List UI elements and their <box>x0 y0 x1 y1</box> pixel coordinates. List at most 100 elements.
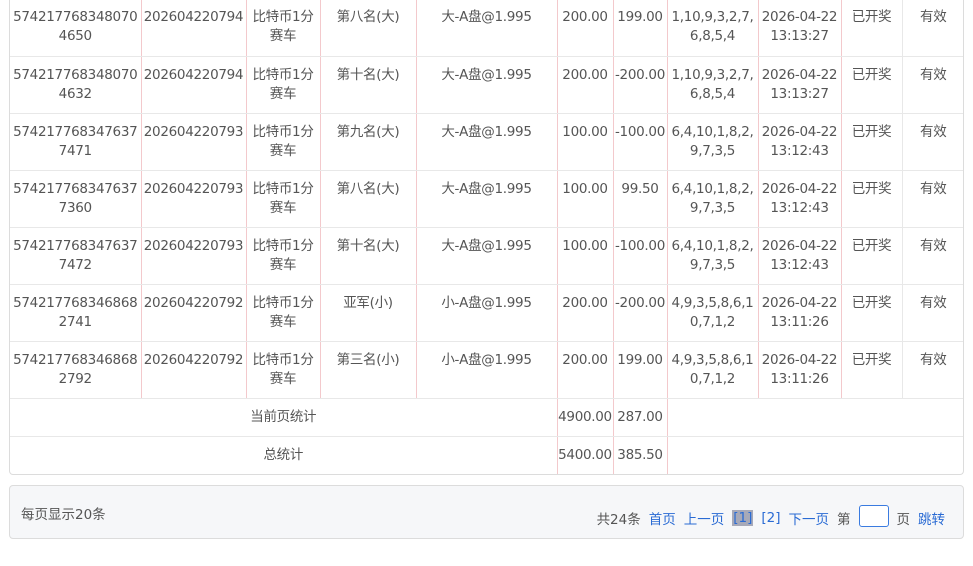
period-cell: 202604220792 <box>141 284 247 342</box>
bet-amount-cell: 100.00 <box>557 113 614 171</box>
prev-page-link[interactable]: 上一页 <box>683 512 725 528</box>
bet-content-cell: 大-A盘@1.995 <box>416 170 558 228</box>
page-number-input[interactable] <box>858 505 889 527</box>
game-cell: 比特币1分赛车 <box>246 284 321 342</box>
period-cell: 202604220792 <box>141 341 247 399</box>
position-cell: 亚军(小) <box>320 284 417 342</box>
bet-amount-cell: 200.00 <box>557 284 614 342</box>
bet-amount-cell: 200.00 <box>557 0 614 57</box>
period-cell: 202604220794 <box>141 0 247 57</box>
bet-time-cell: 2026-04-22 13:12:43 <box>758 170 842 228</box>
summary-amount: 4900.00 <box>557 398 614 437</box>
summary-empty <box>667 398 963 437</box>
next-page-link[interactable]: 下一页 <box>788 512 830 528</box>
total-count: 共24条 <box>596 512 641 528</box>
draw-status-cell: 已开奖 <box>841 341 903 399</box>
table-row: 5742177683480704632 202604220794 比特币1分赛车 第十… <box>10 56 963 114</box>
bet-content-cell: 大-A盘@1.995 <box>416 227 558 285</box>
bet-records-table: 5742177683480704650 202604220794 比特币1分赛车 第八… <box>9 0 964 475</box>
validity-cell: 有效 <box>902 170 963 228</box>
game-cell: 比特币1分赛车 <box>246 56 321 114</box>
game-cell: 比特币1分赛车 <box>246 227 321 285</box>
jump-button[interactable]: 跳转 <box>918 512 945 528</box>
pagination-bar: 每页显示20条 共24条 首页 上一页 [1] [2] 下一页 第 页 跳转 <box>9 485 964 539</box>
page-2-link[interactable]: [2] <box>761 510 781 526</box>
win-loss-cell: -100.00 <box>613 113 668 171</box>
order-id-cell: 5742177683480704650 <box>10 0 142 57</box>
table-row: 5742177683468682741 202604220792 比特币1分赛车 亚军… <box>10 284 963 342</box>
summary-result: 385.50 <box>613 436 668 474</box>
draw-status-cell: 已开奖 <box>841 170 903 228</box>
win-loss-cell: -100.00 <box>613 227 668 285</box>
bet-amount-cell: 100.00 <box>557 227 614 285</box>
validity-cell: 有效 <box>902 341 963 399</box>
win-loss-cell: -200.00 <box>613 284 668 342</box>
draw-result-cell: 4,9,3,5,8,6,10,7,1,2 <box>667 341 759 399</box>
order-id-cell: 5742177683476377360 <box>10 170 142 228</box>
win-loss-cell: 199.00 <box>613 0 668 57</box>
bet-time-cell: 2026-04-22 13:13:27 <box>758 0 842 57</box>
bet-content-cell: 大-A盘@1.995 <box>416 113 558 171</box>
summary-result: 287.00 <box>613 398 668 437</box>
draw-status-cell: 已开奖 <box>841 113 903 171</box>
summary-empty <box>667 436 963 474</box>
first-page-link[interactable]: 首页 <box>648 512 676 528</box>
draw-result-cell: 6,4,10,1,8,2,9,7,3,5 <box>667 227 759 285</box>
bet-time-cell: 2026-04-22 13:12:43 <box>758 227 842 285</box>
period-cell: 202604220794 <box>141 56 247 114</box>
bet-content-cell: 大-A盘@1.995 <box>416 0 558 57</box>
position-cell: 第十名(大) <box>320 56 417 114</box>
period-cell: 202604220793 <box>141 113 247 171</box>
game-cell: 比特币1分赛车 <box>246 0 321 57</box>
table-row: 5742177683476377472 202604220793 比特币1分赛车 第十… <box>10 227 963 285</box>
win-loss-cell: -200.00 <box>613 56 668 114</box>
order-id-cell: 5742177683468682741 <box>10 284 142 342</box>
table-row: 5742177683476377360 202604220793 比特币1分赛车 第八… <box>10 170 963 228</box>
bet-time-cell: 2026-04-22 13:11:26 <box>758 284 842 342</box>
bet-amount-cell: 200.00 <box>557 56 614 114</box>
summary-row: 当前页统计 4900.00 287.00 <box>10 398 963 437</box>
table-row: 5742177683476377471 202604220793 比特币1分赛车 第九… <box>10 113 963 171</box>
period-cell: 202604220793 <box>141 227 247 285</box>
summary-row: 总统计 5400.00 385.50 <box>10 436 963 474</box>
bet-content-cell: 小-A盘@1.995 <box>416 284 558 342</box>
validity-cell: 有效 <box>902 284 963 342</box>
draw-result-cell: 6,4,10,1,8,2,9,7,3,5 <box>667 113 759 171</box>
goto-prefix: 第 <box>837 512 851 528</box>
position-cell: 第八名(大) <box>320 170 417 228</box>
game-cell: 比特币1分赛车 <box>246 341 321 399</box>
position-cell: 第十名(大) <box>320 227 417 285</box>
bet-content-cell: 大-A盘@1.995 <box>416 56 558 114</box>
bet-amount-cell: 100.00 <box>557 170 614 228</box>
win-loss-cell: 199.00 <box>613 341 668 399</box>
position-cell: 第八名(大) <box>320 0 417 57</box>
validity-cell: 有效 <box>902 56 963 114</box>
table-row: 5742177683480704650 202604220794 比特币1分赛车 第八… <box>10 0 963 57</box>
summary-label: 当前页统计 <box>10 398 558 437</box>
summary-amount: 5400.00 <box>557 436 614 474</box>
page-1-link[interactable]: [1] <box>732 510 754 526</box>
draw-result-cell: 4,9,3,5,8,6,10,7,1,2 <box>667 284 759 342</box>
validity-cell: 有效 <box>902 113 963 171</box>
table-row: 5742177683468682792 202604220792 比特币1分赛车 第三… <box>10 341 963 399</box>
order-id-cell: 5742177683476377471 <box>10 113 142 171</box>
game-cell: 比特币1分赛车 <box>246 113 321 171</box>
win-loss-cell: 99.50 <box>613 170 668 228</box>
order-id-cell: 5742177683468682792 <box>10 341 142 399</box>
bet-amount-cell: 200.00 <box>557 341 614 399</box>
order-id-cell: 5742177683476377472 <box>10 227 142 285</box>
bet-time-cell: 2026-04-22 13:13:27 <box>758 56 842 114</box>
position-cell: 第三名(小) <box>320 341 417 399</box>
validity-cell: 有效 <box>902 0 963 57</box>
game-cell: 比特币1分赛车 <box>246 170 321 228</box>
draw-status-cell: 已开奖 <box>841 56 903 114</box>
draw-result-cell: 6,4,10,1,8,2,9,7,3,5 <box>667 170 759 228</box>
draw-status-cell: 已开奖 <box>841 227 903 285</box>
summary-label: 总统计 <box>10 436 558 474</box>
draw-status-cell: 已开奖 <box>841 284 903 342</box>
period-cell: 202604220793 <box>141 170 247 228</box>
per-page-label: 每页显示20条 <box>21 507 106 523</box>
draw-result-cell: 1,10,9,3,2,7,6,8,5,4 <box>667 56 759 114</box>
order-id-cell: 5742177683480704632 <box>10 56 142 114</box>
draw-result-cell: 1,10,9,3,2,7,6,8,5,4 <box>667 0 759 57</box>
